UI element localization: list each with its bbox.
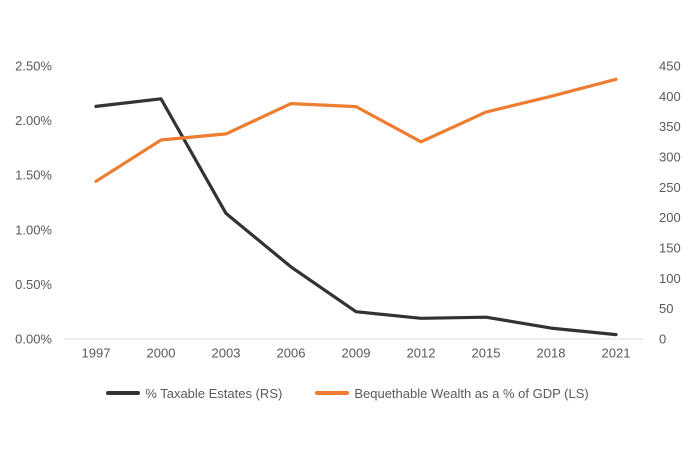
right-axis-tick-label: 450 <box>659 59 681 74</box>
left-axis-tick-label: 0.50% <box>15 277 52 292</box>
x-axis-tick-label: 2018 <box>537 346 566 361</box>
series-line-1 <box>94 77 618 183</box>
x-axis-tick-label: 2009 <box>342 346 371 361</box>
right-axis-tick-label: 400 <box>659 89 681 104</box>
legend-item-taxable-estates: % Taxable Estates (RS) <box>106 386 282 401</box>
x-axis-tick-label: 2012 <box>407 346 436 361</box>
x-axis-tick-label: 2015 <box>472 346 501 361</box>
x-axis-tick-label: 1997 <box>82 346 111 361</box>
x-axis-tick-label: 2000 <box>147 346 176 361</box>
legend-line-swatch-orange <box>315 391 350 395</box>
left-axis-tick-label: 1.50% <box>15 168 52 183</box>
left-axis-tick-label: 1.00% <box>15 222 52 237</box>
right-axis-tick-label: 250 <box>659 180 681 195</box>
right-axis-tick-label: 200 <box>659 210 681 225</box>
legend: % Taxable Estates (RS) Bequethable Wealt… <box>0 383 695 403</box>
left-axis-tick-label: 0.00% <box>15 332 52 347</box>
right-axis-tick-label: 150 <box>659 241 681 256</box>
legend-label-bequethable-wealth: Bequethable Wealth as a % of GDP (LS) <box>354 385 589 401</box>
right-axis-tick-label: 100 <box>659 271 681 286</box>
left-axis-tick-label: 2.00% <box>15 113 52 128</box>
x-axis-tick-label: 2021 <box>602 346 631 361</box>
legend-line-swatch-black <box>106 391 141 395</box>
left-axis-tick-label: 2.50% <box>15 59 52 74</box>
right-axis-tick-label: 50 <box>659 301 673 316</box>
x-axis-tick-label: 2003 <box>212 346 241 361</box>
right-axis-tick-label: 350 <box>659 119 681 134</box>
series-line-0 <box>94 97 618 337</box>
legend-item-bequethable-wealth: Bequethable Wealth as a % of GDP (LS) <box>315 385 589 401</box>
right-axis-tick-label: 0 <box>659 332 666 347</box>
legend-label-taxable-estates: % Taxable Estates (RS) <box>145 385 283 401</box>
right-axis-tick-label: 300 <box>659 150 681 165</box>
x-axis-tick-label: 2006 <box>277 346 306 361</box>
